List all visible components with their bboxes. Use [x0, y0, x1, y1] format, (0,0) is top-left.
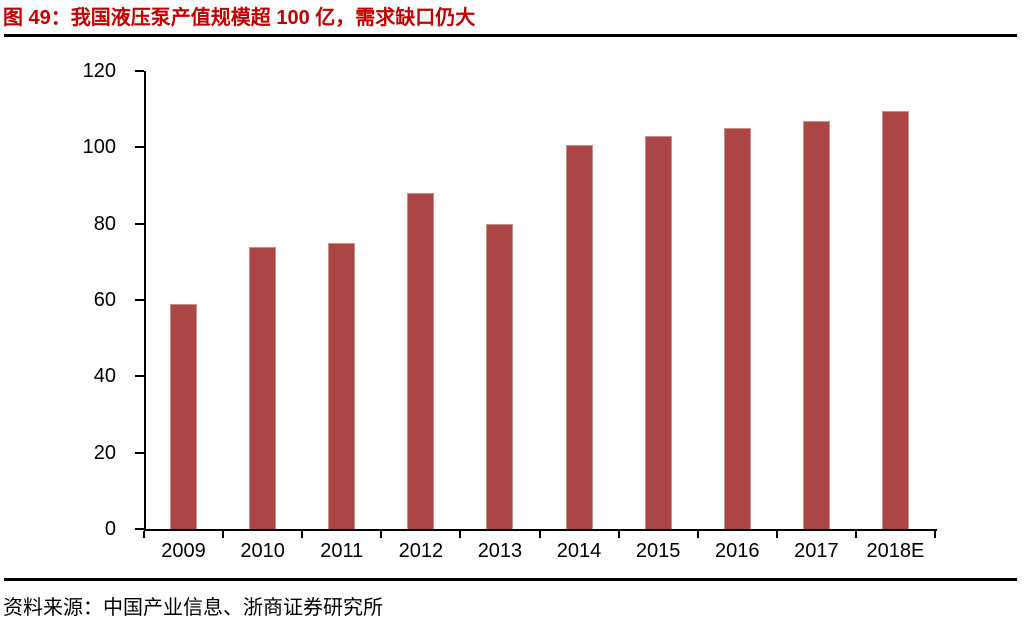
bar-2015	[644, 135, 672, 529]
x-axis-label: 2013	[477, 540, 523, 562]
bar-2009	[170, 303, 198, 529]
y-axis-label: 20	[93, 441, 116, 464]
x-axis-label: 2012	[398, 540, 444, 562]
x-axis-label: 2018E	[866, 540, 925, 562]
bar-2017	[802, 120, 830, 529]
x-axis-tick	[380, 531, 383, 538]
x-axis-label: 2014	[556, 540, 602, 562]
x-axis-label: 2010	[240, 540, 285, 562]
x-axis-tick	[696, 531, 699, 538]
x-axis-tick	[459, 531, 462, 538]
bar-2012	[407, 193, 435, 529]
y-axis-label: 120	[82, 60, 116, 82]
y-axis-tick	[135, 375, 144, 378]
bar-2016	[723, 128, 751, 529]
x-axis-label: 2011	[320, 540, 364, 562]
x-axis-tick	[617, 531, 620, 538]
x-axis-label: 2009	[161, 540, 206, 562]
x-axis-label: 2016	[714, 540, 760, 562]
y-axis-tick	[135, 299, 144, 301]
y-axis-label: 60	[93, 289, 116, 311]
x-axis-tick	[222, 531, 225, 538]
bar-2014	[565, 145, 593, 529]
x-axis-tick	[143, 531, 145, 538]
y-axis-label: 100	[82, 136, 116, 159]
footer-divider-rule	[4, 578, 1017, 581]
bar-2010	[249, 246, 277, 529]
x-axis-label: 2015	[635, 540, 681, 562]
y-axis-tick	[135, 222, 144, 225]
y-axis-label: 0	[104, 518, 116, 540]
x-axis-tick	[538, 531, 541, 538]
x-axis-tick	[301, 531, 304, 538]
y-axis-tick	[135, 70, 144, 72]
plot-area: 0 20 40 60 80 100 120 2009 2010 2011 2012 2013 2014 2…	[83, 60, 937, 562]
x-axis-tick	[934, 531, 936, 538]
x-axis-label: 2017	[794, 540, 839, 562]
y-axis-tick	[135, 528, 144, 530]
y-axis-tick	[135, 146, 144, 149]
x-axis-tick	[775, 531, 778, 538]
x-axis-tick	[854, 531, 857, 538]
bar-2011	[328, 242, 356, 529]
figure-title: 图 49：我国液压泵产值规模超 100 亿，需求缺口仍大	[3, 7, 476, 29]
y-axis-tick	[135, 451, 144, 454]
y-axis-label: 80	[93, 212, 116, 235]
title-divider-rule	[4, 34, 1017, 37]
bar-2018E	[881, 111, 909, 529]
y-axis-label: 40	[93, 365, 116, 388]
source-note: 资料来源：中国产业信息、浙商证券研究所	[3, 597, 383, 619]
bar-2013	[486, 223, 514, 529]
